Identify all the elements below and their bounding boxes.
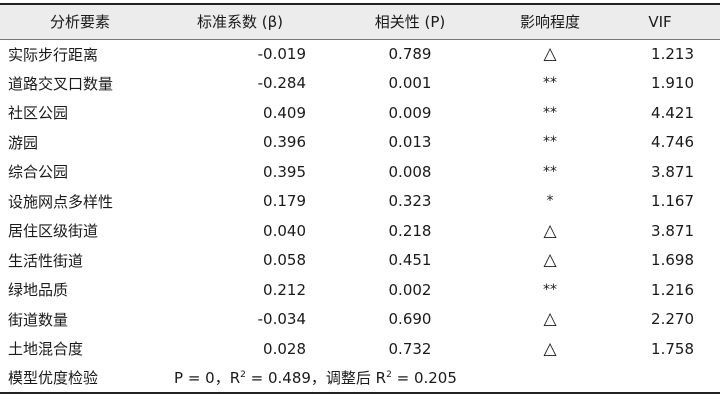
impact-cell: ** bbox=[543, 75, 557, 92]
table-row: 社区公园 0.409 0.009 ** 4.421 bbox=[0, 98, 720, 128]
factor-cell: 街道数量 bbox=[8, 310, 69, 329]
beta-cell: 0.212 bbox=[263, 280, 306, 299]
table-row: 土地混合度 0.028 0.732 △ 1.758 bbox=[0, 334, 720, 364]
vif-cell: 1.213 bbox=[651, 45, 694, 63]
table-row: 综合公园 0.395 0.008 ** 3.871 bbox=[0, 157, 720, 187]
p-value-cell: 0.008 bbox=[388, 162, 432, 181]
table-header: 分析要素 标准系数 (β) 相关性 (P) 影响程度 VIF bbox=[0, 3, 720, 40]
impact-cell: △ bbox=[543, 250, 557, 271]
table-row: 生活性街道 0.058 0.451 △ 1.698 bbox=[0, 246, 720, 276]
beta-cell: 0.058 bbox=[263, 251, 306, 270]
factor-cell: 社区公园 bbox=[8, 104, 69, 123]
impact-cell: * bbox=[546, 193, 554, 210]
impact-cell: ** bbox=[543, 281, 557, 298]
model-fit-value: P = 0，R2 = 0.489，调整后 R2 = 0.205 bbox=[160, 363, 720, 394]
beta-cell: -0.284 bbox=[257, 74, 306, 93]
vif-cell: 3.871 bbox=[651, 162, 694, 181]
header-row: 分析要素 标准系数 (β) 相关性 (P) 影响程度 VIF bbox=[0, 3, 720, 40]
p-value-cell: 0.789 bbox=[388, 45, 432, 63]
p-value-cell: 0.002 bbox=[388, 280, 432, 299]
beta-cell: -0.019 bbox=[257, 45, 306, 63]
vif-cell: 1.167 bbox=[651, 192, 694, 211]
impact-cell: △ bbox=[543, 220, 557, 241]
vif-cell: 4.421 bbox=[651, 103, 694, 122]
table-row: 道路交叉口数量 -0.284 0.001 ** 1.910 bbox=[0, 69, 720, 99]
vif-cell: 1.910 bbox=[651, 74, 694, 93]
table-row: 街道数量 -0.034 0.690 △ 2.270 bbox=[0, 305, 720, 335]
factor-cell: 游园 bbox=[8, 133, 39, 152]
vif-cell: 1.216 bbox=[651, 280, 694, 299]
table-row: 设施网点多样性 0.179 0.323 * 1.167 bbox=[0, 187, 720, 217]
impact-cell: △ bbox=[543, 309, 557, 330]
impact-cell: ** bbox=[543, 163, 557, 180]
p-value-cell: 0.218 bbox=[388, 221, 432, 240]
p-value-cell: 0.690 bbox=[388, 310, 432, 329]
factor-cell: 土地混合度 bbox=[8, 340, 84, 359]
vif-cell: 3.871 bbox=[651, 221, 694, 240]
beta-cell: 0.179 bbox=[263, 192, 306, 211]
beta-cell: 0.040 bbox=[263, 221, 306, 240]
impact-cell: △ bbox=[543, 44, 557, 64]
model-p-text: P = 0，R bbox=[174, 369, 241, 388]
p-value-cell: 0.013 bbox=[388, 133, 432, 152]
factor-cell: 绿地品质 bbox=[8, 281, 69, 300]
impact-cell: ** bbox=[543, 134, 557, 151]
p-value-cell: 0.323 bbox=[388, 192, 432, 211]
header-vif: VIF bbox=[600, 3, 720, 40]
beta-cell: 0.028 bbox=[263, 339, 306, 358]
table-row: 游园 0.396 0.013 ** 4.746 bbox=[0, 128, 720, 158]
model-r2-text: = 0.489，调整后 R bbox=[245, 369, 387, 388]
model-adj-text: = 0.205 bbox=[391, 369, 457, 388]
vif-cell: 1.758 bbox=[651, 339, 694, 358]
beta-cell: 0.395 bbox=[263, 162, 306, 181]
table-body: 实际步行距离 -0.019 0.789 △ 1.213 道路交叉口数量 -0.284 0.00… bbox=[0, 39, 720, 394]
p-value-cell: 0.001 bbox=[388, 74, 432, 93]
header-beta: 标准系数 (β) bbox=[160, 3, 320, 40]
factor-cell: 设施网点多样性 bbox=[8, 192, 114, 211]
table-row: 居住区级街道 0.040 0.218 △ 3.871 bbox=[0, 216, 720, 246]
model-adj-sup: 2 bbox=[386, 370, 392, 381]
impact-cell: △ bbox=[543, 338, 557, 359]
beta-cell: 0.409 bbox=[263, 103, 306, 122]
header-p: 相关性 (P) bbox=[320, 3, 500, 40]
p-value-cell: 0.451 bbox=[388, 251, 432, 270]
factor-cell: 道路交叉口数量 bbox=[8, 74, 114, 93]
vif-cell: 4.746 bbox=[651, 133, 694, 152]
vif-cell: 2.270 bbox=[651, 310, 694, 329]
regression-results-table: 分析要素 标准系数 (β) 相关性 (P) 影响程度 VIF 实际步行距离 -0.… bbox=[0, 3, 720, 394]
header-impact: 影响程度 bbox=[500, 3, 600, 40]
model-fit-row: 模型优度检验 P = 0，R2 = 0.489，调整后 R2 = 0.205 bbox=[0, 363, 720, 394]
factor-cell: 居住区级街道 bbox=[8, 222, 99, 241]
header-factor: 分析要素 bbox=[0, 3, 160, 40]
factor-cell: 综合公园 bbox=[8, 163, 69, 182]
model-r2-sup: 2 bbox=[240, 370, 246, 381]
table-row: 实际步行距离 -0.019 0.789 △ 1.213 bbox=[0, 39, 720, 69]
table-row: 绿地品质 0.212 0.002 ** 1.216 bbox=[0, 275, 720, 305]
vif-cell: 1.698 bbox=[651, 251, 694, 270]
factor-cell: 实际步行距离 bbox=[8, 45, 99, 64]
beta-cell: 0.396 bbox=[263, 133, 306, 152]
p-value-cell: 0.009 bbox=[388, 103, 432, 122]
beta-cell: -0.034 bbox=[257, 310, 306, 329]
p-value-cell: 0.732 bbox=[388, 339, 432, 358]
impact-cell: ** bbox=[543, 104, 557, 121]
factor-cell: 生活性街道 bbox=[8, 251, 84, 270]
model-fit-label: 模型优度检验 bbox=[0, 363, 160, 394]
